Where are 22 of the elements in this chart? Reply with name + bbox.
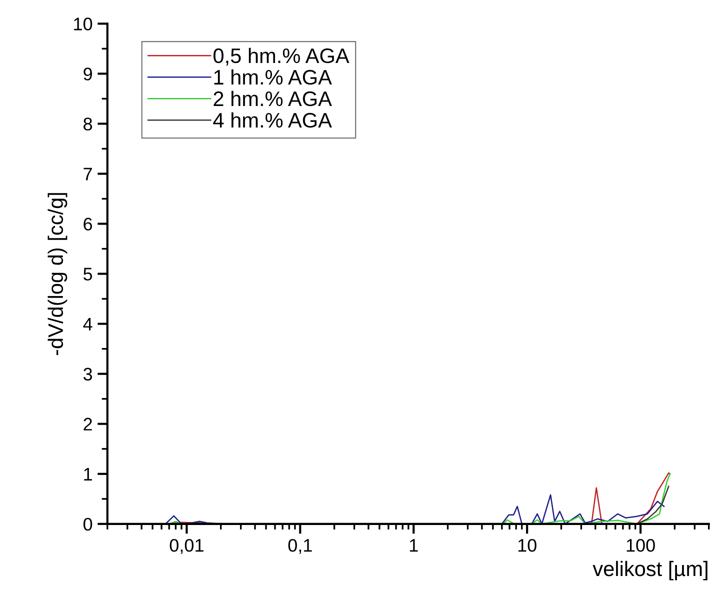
y-tick-label: 5 bbox=[84, 268, 92, 281]
y-tick-label: 4 bbox=[83, 318, 92, 330]
y-tick-label: 6 bbox=[84, 218, 92, 230]
y-tick-label: 0 bbox=[83, 518, 92, 531]
y-tick-label: 1 bbox=[84, 468, 92, 480]
x-tick-label: 100 bbox=[626, 538, 655, 552]
y-tick-label: 9 bbox=[84, 68, 92, 80]
legend-label: 1 hm.% AGA bbox=[214, 69, 332, 85]
legend-label: 0,5 hm.% AGA bbox=[214, 48, 350, 66]
x-tick-label: 0,1 bbox=[288, 538, 312, 554]
legend-label: 2 hm.% AGA bbox=[214, 90, 332, 106]
y-tick-label: 7 bbox=[84, 168, 92, 180]
x-tick-label: 10 bbox=[518, 538, 536, 552]
x-tick-label: 0,01 bbox=[170, 538, 204, 554]
y-tick-label: 3 bbox=[83, 368, 92, 381]
y-axis-title: -dV/d(log d) [cc/g] bbox=[48, 193, 68, 356]
y-tick-label: 8 bbox=[84, 118, 92, 130]
y-tick-label: 10 bbox=[74, 18, 92, 30]
y-tick-label: 2 bbox=[84, 418, 92, 430]
x-axis-title: velikost [µm] bbox=[592, 560, 708, 580]
legend-label: 4 hm.% AGA bbox=[213, 112, 332, 128]
x-tick-label: 1 bbox=[410, 539, 418, 552]
